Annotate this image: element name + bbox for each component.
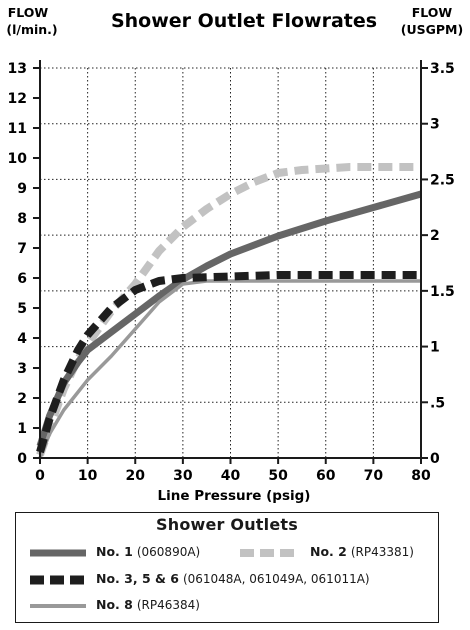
series-line-no-1 <box>36 190 422 448</box>
right-tick-label-2: 2 <box>430 228 440 244</box>
legend-part-no8: (RP46384) <box>136 598 200 612</box>
grid-lines <box>40 67 421 458</box>
legend-item-no356: No. 3, 5 & 6 (061048A, 061049A, 061011A) <box>30 571 370 586</box>
left-tick-label-8: 8 <box>17 211 27 227</box>
right-axis-label-line2: (USGPM) <box>401 22 463 37</box>
legend-part-no2: (RP43381) <box>350 545 414 559</box>
right-tick-label-3: 3 <box>430 117 440 133</box>
left-axis-label-line2: (l/min.) <box>6 22 57 37</box>
left-axis-label-line1: FLOW <box>8 5 49 20</box>
x-tick-label-80: 80 <box>411 468 431 484</box>
x-tick-label-30: 30 <box>173 468 193 484</box>
legend-item-no8: No. 8 (RP46384) <box>30 597 200 612</box>
legend-swatch-no356 <box>30 575 86 584</box>
left-tick-label-4: 4 <box>17 331 27 347</box>
left-tick-label-9: 9 <box>17 181 27 197</box>
right-axis-label-line1: FLOW <box>412 5 453 20</box>
series-line-no-2 <box>36 163 421 457</box>
legend-swatch-no2 <box>240 548 300 557</box>
left-tick-label-11: 11 <box>8 121 27 137</box>
x-tick-label-0: 0 <box>35 468 45 484</box>
left-tick-label-7: 7 <box>17 241 27 257</box>
chart-title: Shower Outlet Flowrates <box>111 10 377 32</box>
legend-name-no8: No. 8 <box>96 597 133 612</box>
left-tick-label-6: 6 <box>17 271 27 287</box>
left-tick-label-3: 3 <box>17 361 27 377</box>
legend-item-no2: No. 2 (RP43381) <box>240 544 414 559</box>
left-tick-label-13: 13 <box>8 61 27 77</box>
right-tick-label-3.5: 3.5 <box>430 61 455 77</box>
x-tick-label-50: 50 <box>268 468 288 484</box>
left-tick-label-12: 12 <box>8 91 27 107</box>
right-tick-label-1: 1 <box>430 340 440 356</box>
right-tick-label-2.5: 2.5 <box>430 172 455 188</box>
legend-name-no356: No. 3, 5 & 6 <box>96 571 179 586</box>
series-line-no-8 <box>38 279 421 459</box>
x-tick-label-40: 40 <box>221 468 241 484</box>
x-tick-label-60: 60 <box>316 468 336 484</box>
left-tick-label-1: 1 <box>17 421 27 437</box>
right-tick-label-1.5: 1.5 <box>430 284 455 300</box>
legend-part-no356: (061048A, 061049A, 061011A) <box>182 572 370 586</box>
legend-title: Shower Outlets <box>156 515 298 534</box>
legend-swatch-no1 <box>30 549 86 556</box>
legend-swatch-no8 <box>30 603 86 608</box>
left-tick-label-0: 0 <box>17 451 27 467</box>
left-tick-label-2: 2 <box>17 391 27 407</box>
right-tick-label-.5: .5 <box>430 395 445 411</box>
legend-name-no2: No. 2 <box>310 544 347 559</box>
x-tick-label-20: 20 <box>126 468 146 484</box>
legend-name-no1: No. 1 <box>96 544 133 559</box>
left-tick-label-5: 5 <box>17 301 27 317</box>
x-tick-label-70: 70 <box>364 468 384 484</box>
x-axis-label: Line Pressure (psig) <box>158 488 311 504</box>
legend: Shower Outlets No. 1 (060890A) No. 2 (RP… <box>15 512 439 623</box>
legend-item-no1: No. 1 (060890A) <box>30 544 200 559</box>
left-tick-label-10: 10 <box>8 151 28 167</box>
data-series <box>36 163 422 459</box>
axes <box>33 60 428 464</box>
right-tick-label-0: 0 <box>430 451 440 467</box>
x-tick-label-10: 10 <box>78 468 98 484</box>
legend-part-no1: (060890A) <box>136 545 201 559</box>
